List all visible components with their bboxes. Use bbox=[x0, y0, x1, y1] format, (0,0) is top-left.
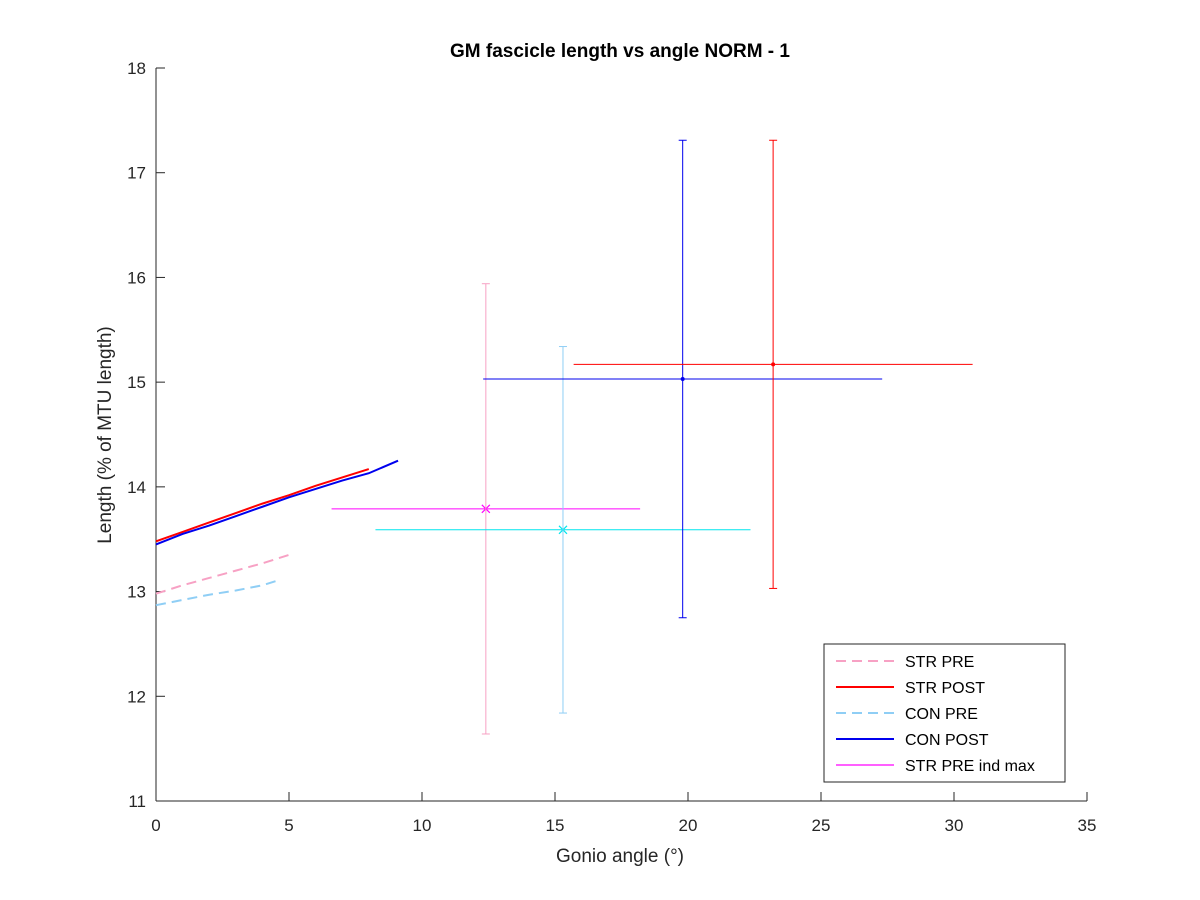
y-tick-label: 14 bbox=[127, 478, 146, 497]
dot-marker bbox=[680, 377, 685, 382]
legend-label: STR POST bbox=[905, 680, 985, 697]
y-tick-label: 16 bbox=[127, 268, 146, 287]
series-line bbox=[155, 468, 370, 543]
dot-marker bbox=[771, 362, 776, 367]
y-tick-label: 11 bbox=[128, 792, 146, 811]
legend-label: STR PRE bbox=[905, 654, 974, 671]
x-tick-label: 10 bbox=[413, 816, 432, 835]
legend-box bbox=[823, 643, 1066, 783]
x-tick-label: 25 bbox=[812, 816, 831, 835]
y-tick-label: 12 bbox=[127, 687, 146, 706]
x-tick-label: 20 bbox=[679, 816, 698, 835]
x-tick-label: 15 bbox=[546, 816, 565, 835]
y-tick-label: 13 bbox=[127, 583, 146, 602]
x-tick-label: 35 bbox=[1078, 816, 1097, 835]
x-tick-label: 30 bbox=[945, 816, 964, 835]
legend-label: STR PRE ind max bbox=[905, 758, 1035, 775]
y-tick-label: 15 bbox=[127, 373, 146, 392]
x-axis-label: Gonio angle (°) bbox=[556, 846, 684, 867]
y-axis-label: Length (% of MTU length) bbox=[95, 326, 116, 544]
y-tick-label: 17 bbox=[127, 164, 146, 183]
y-tick-label: 18 bbox=[127, 59, 146, 78]
series-line bbox=[155, 459, 399, 546]
legend-label: CON PRE bbox=[905, 706, 978, 723]
x-tick-label: 5 bbox=[284, 816, 293, 835]
chart-title: GM fascicle length vs angle NORM - 1 bbox=[450, 41, 790, 62]
legend-label: CON POST bbox=[905, 732, 989, 749]
series-line bbox=[155, 553, 290, 595]
x-tick-label: 0 bbox=[151, 816, 160, 835]
legend: STR PRE STR POST CON PRE CON POST STR PRE in… bbox=[823, 643, 1066, 783]
series-line bbox=[155, 580, 277, 607]
plot-area: 0 5 10 15 20 25 30 35 11 12 13 14 15 16 17 18 bbox=[127, 59, 1096, 835]
